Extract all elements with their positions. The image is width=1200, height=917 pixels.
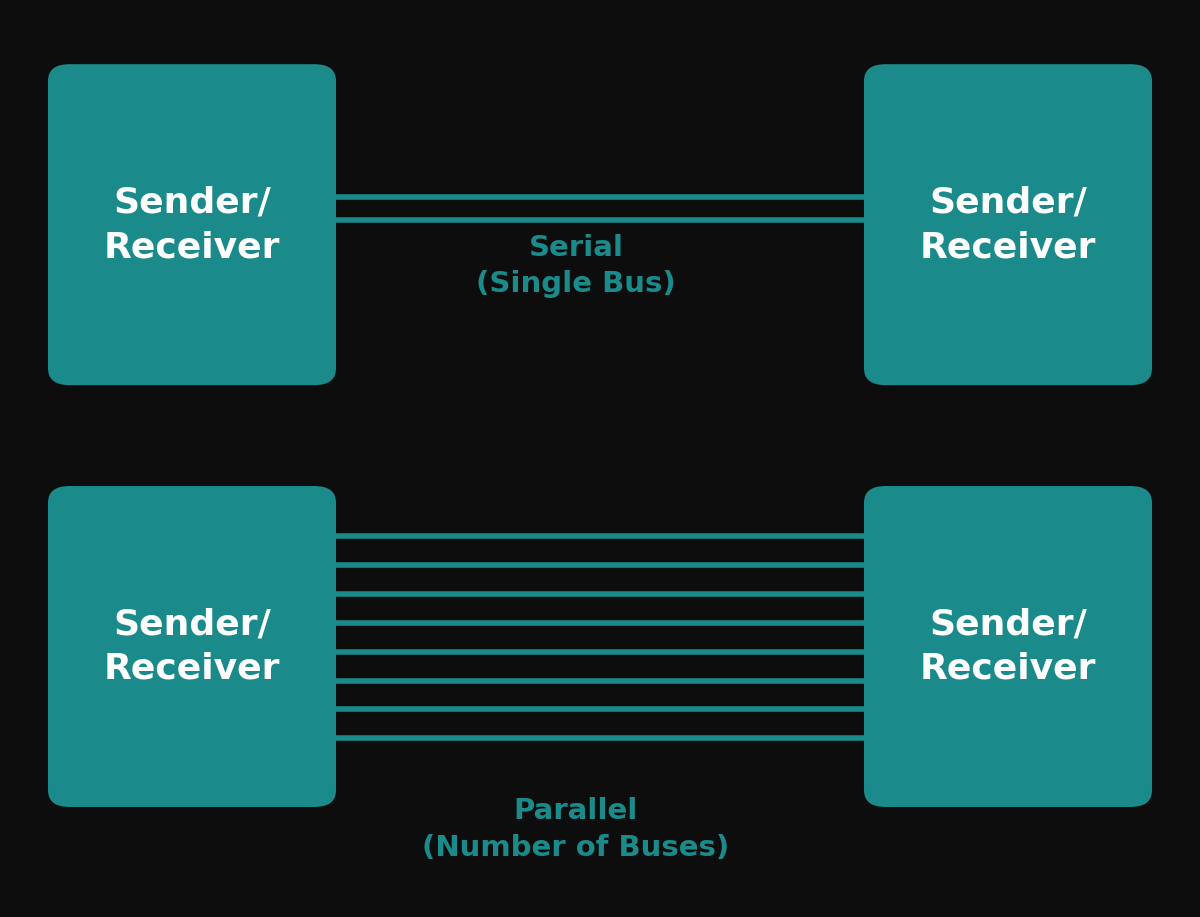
FancyBboxPatch shape xyxy=(48,486,336,807)
FancyBboxPatch shape xyxy=(48,64,336,385)
FancyBboxPatch shape xyxy=(864,486,1152,807)
Text: Serial
(Single Bus): Serial (Single Bus) xyxy=(476,234,676,298)
FancyBboxPatch shape xyxy=(864,64,1152,385)
Text: Parallel
(Number of Buses): Parallel (Number of Buses) xyxy=(422,798,730,862)
Text: Sender/
Receiver: Sender/ Receiver xyxy=(103,607,281,686)
Text: Sender/
Receiver: Sender/ Receiver xyxy=(103,185,281,264)
Text: Sender/
Receiver: Sender/ Receiver xyxy=(919,185,1097,264)
Text: Sender/
Receiver: Sender/ Receiver xyxy=(919,607,1097,686)
